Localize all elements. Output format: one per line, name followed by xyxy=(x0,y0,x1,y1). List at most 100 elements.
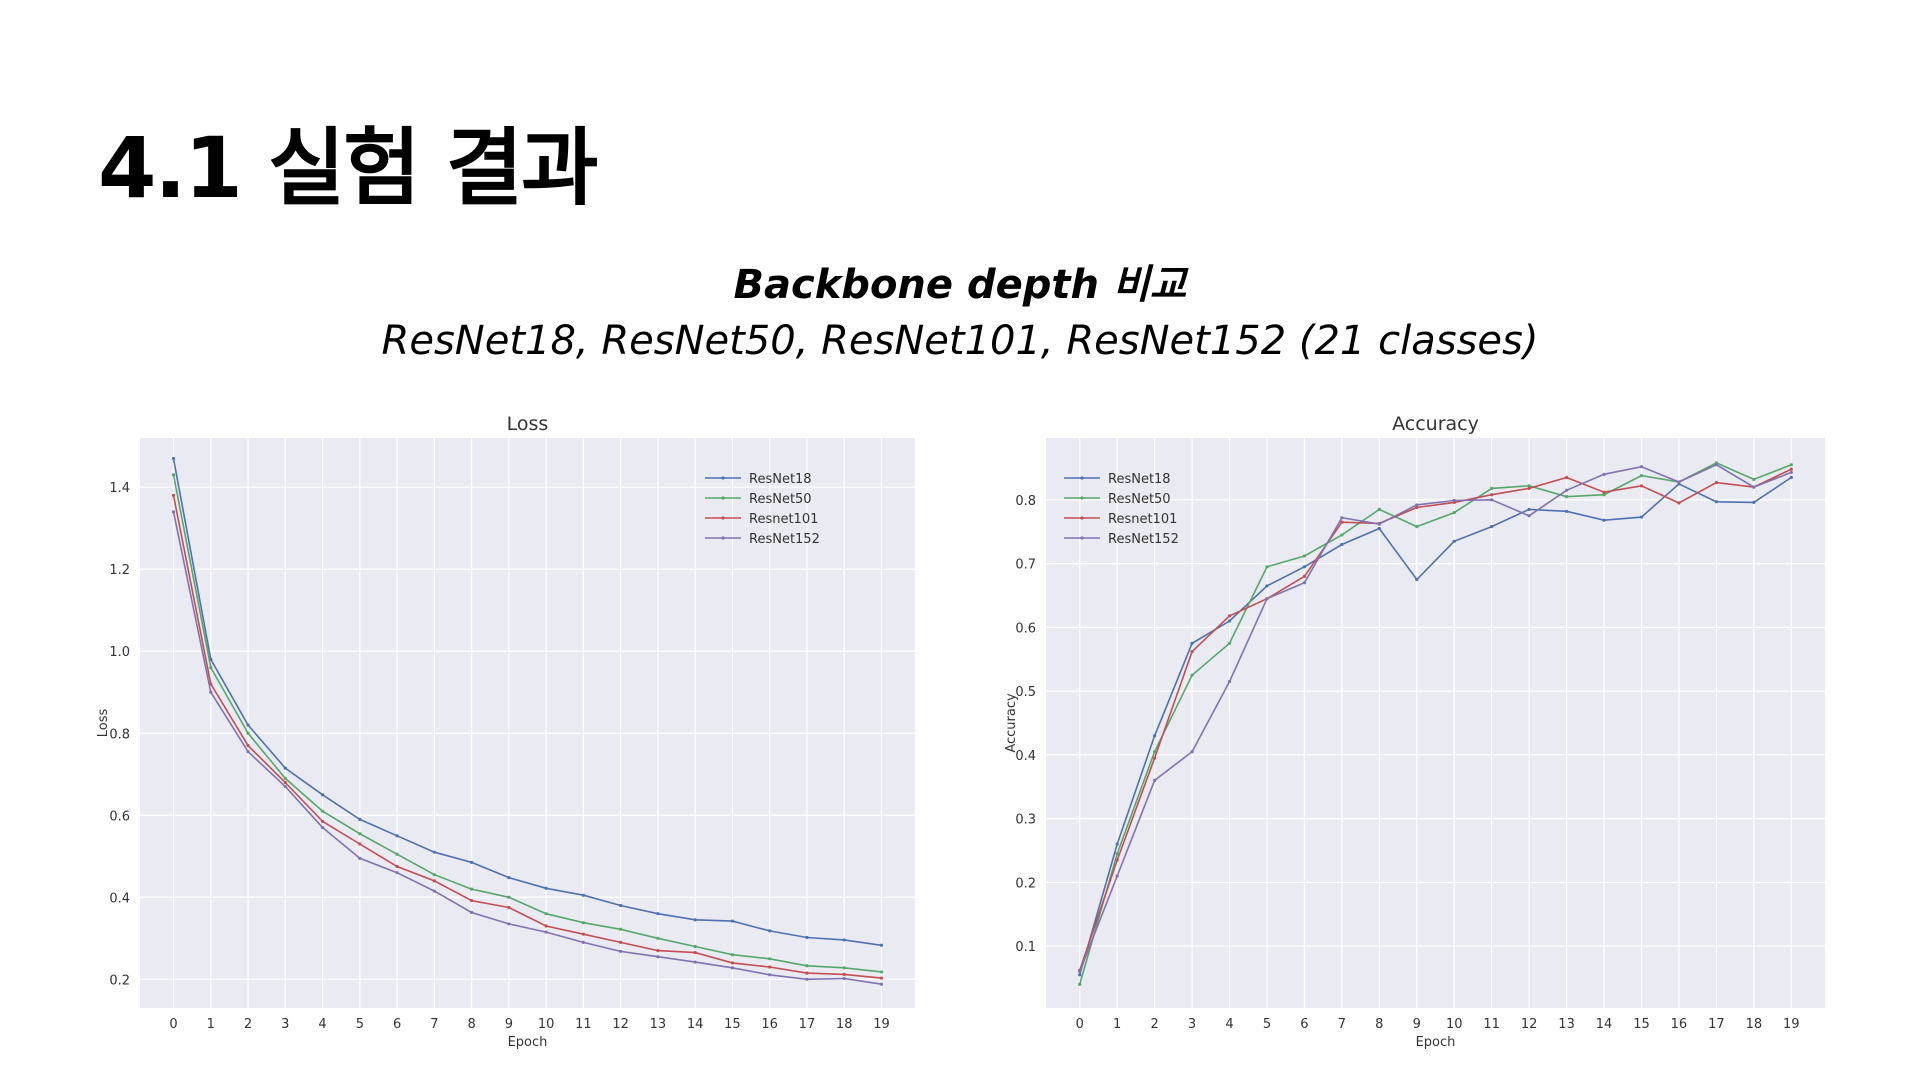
accuracy-data-point xyxy=(1340,542,1344,547)
accuracy-data-point xyxy=(1639,474,1644,478)
accuracy-xtick-label: 5 xyxy=(1263,1017,1271,1032)
loss-data-point xyxy=(768,929,772,933)
loss-data-point xyxy=(879,976,884,980)
loss-data-point xyxy=(693,944,697,949)
loss-legend-entry: ResNet50 xyxy=(749,492,812,507)
loss-data-point xyxy=(432,879,436,883)
accuracy-xtick-label: 19 xyxy=(1783,1017,1800,1032)
accuracy-data-point xyxy=(1752,500,1756,504)
loss-data-point xyxy=(805,964,809,968)
loss-data-point xyxy=(320,819,325,824)
loss-data-point xyxy=(768,957,772,961)
accuracy-xtick-label: 12 xyxy=(1521,1017,1538,1032)
loss-ytick-label: 0.8 xyxy=(109,727,130,742)
loss-data-point xyxy=(693,951,697,955)
accuracy-data-point xyxy=(1490,486,1494,490)
accuracy-data-point xyxy=(1602,490,1606,494)
loss-ytick-label: 0.4 xyxy=(109,891,130,906)
loss-data-point xyxy=(619,949,623,954)
accuracy-data-point xyxy=(1377,522,1381,526)
accuracy-data-point xyxy=(1490,493,1494,497)
accuracy-chart-svg: 0.10.20.30.40.50.60.70.80 1 2 3 4 5 6 7 8 9 10 11 12… xyxy=(1004,413,1825,1050)
accuracy-data-point xyxy=(1714,481,1718,485)
accuracy-data-point xyxy=(1153,778,1157,782)
accuracy-data-point xyxy=(1527,507,1531,512)
accuracy-data-point xyxy=(1227,614,1232,618)
accuracy-xtick-label: 17 xyxy=(1708,1017,1725,1032)
accuracy-legend-entry: ResNet50 xyxy=(1108,492,1171,507)
accuracy-data-point xyxy=(1527,514,1531,518)
loss-data-point xyxy=(544,912,548,916)
loss-data-point xyxy=(730,961,735,965)
loss-ytick-label: 0.6 xyxy=(109,809,130,824)
accuracy-data-point xyxy=(1115,852,1119,856)
accuracy-data-point xyxy=(1415,503,1419,507)
loss-xtick-label: 15 xyxy=(724,1017,741,1032)
loss-series-line-resnet50 xyxy=(172,474,882,973)
accuracy-data-point xyxy=(1789,470,1793,475)
accuracy-xtick-label: 9 xyxy=(1413,1017,1421,1032)
loss-data-point xyxy=(507,895,511,899)
loss-data-point xyxy=(805,977,809,981)
accuracy-ytick-label: 0.5 xyxy=(1015,685,1036,700)
loss-data-point xyxy=(581,921,585,925)
accuracy-xtick-label: 3 xyxy=(1188,1017,1196,1032)
loss-data-point xyxy=(693,960,697,964)
loss-data-point xyxy=(470,860,474,865)
loss-data-point xyxy=(544,886,548,890)
accuracy-data-point xyxy=(1639,465,1644,469)
loss-ytick-label: 1.4 xyxy=(109,481,130,496)
loss-legend-marker xyxy=(721,516,725,520)
accuracy-ytick-label: 0.7 xyxy=(1015,558,1036,573)
accuracy-data-point xyxy=(1677,501,1681,505)
accuracy-data-point xyxy=(1377,507,1381,512)
loss-xtick-label: 14 xyxy=(687,1017,704,1032)
loss-data-point xyxy=(432,873,436,877)
accuracy-data-point xyxy=(1752,477,1756,482)
loss-xtick-label: 6 xyxy=(393,1017,401,1032)
loss-data-point xyxy=(507,905,511,910)
accuracy-data-point xyxy=(1789,475,1793,480)
loss-legend-entry: ResNet152 xyxy=(749,532,820,547)
loss-legend-entry: Resnet101 xyxy=(749,512,818,527)
loss-chart: 0.2 0.4 0.6 0.8 1.0 1.2 1.4 0 1 2 3 4 5 6 7 8 9 10 11 12 13 1… xyxy=(90,408,930,1062)
loss-data-point xyxy=(320,809,325,813)
loss-data-point xyxy=(842,976,846,981)
accuracy-data-point xyxy=(1265,565,1269,569)
loss-data-point xyxy=(209,666,213,670)
loss-chart-svg: 0.20.40.60.81.01.21.40 1 2 3 4 5 6 7 8 9 10 11 12 13 1… xyxy=(96,413,915,1050)
loss-data-point xyxy=(730,966,735,970)
accuracy-data-point xyxy=(1639,515,1644,519)
accuracy-series-line-resnet152 xyxy=(1078,463,1792,972)
loss-data-point xyxy=(283,780,287,785)
accuracy-data-point xyxy=(1265,584,1269,588)
loss-y-axis-label: Loss xyxy=(96,709,111,738)
loss-data-point xyxy=(842,966,846,970)
loss-data-point xyxy=(470,910,474,915)
loss-data-point xyxy=(470,898,474,903)
accuracy-xtick-label: 16 xyxy=(1671,1017,1688,1032)
accuracy-data-point xyxy=(1190,641,1194,645)
loss-data-point xyxy=(693,918,697,922)
loss-data-point xyxy=(507,922,511,926)
loss-series-line-resnet101 xyxy=(172,495,882,979)
loss-data-point xyxy=(283,784,287,789)
accuracy-data-point xyxy=(1602,518,1606,522)
accuracy-legend-marker xyxy=(1080,516,1084,520)
accuracy-data-point xyxy=(1115,858,1119,862)
accuracy-data-point xyxy=(1789,463,1793,467)
accuracy-ytick-label: 0.3 xyxy=(1015,813,1036,828)
loss-data-point xyxy=(805,971,809,975)
accuracy-data-point xyxy=(1602,472,1606,476)
accuracy-series-line-resnet18 xyxy=(1078,476,1792,976)
loss-data-point xyxy=(656,948,660,953)
accuracy-data-point xyxy=(1302,565,1307,569)
loss-data-point xyxy=(320,793,325,797)
loss-data-point xyxy=(656,912,660,916)
subtitle-main: Backbone depth 비교 xyxy=(733,262,1187,308)
accuracy-xtick-label: 11 xyxy=(1483,1017,1500,1032)
accuracy-ytick-label: 0.4 xyxy=(1015,749,1036,764)
loss-data-point xyxy=(879,943,884,947)
loss-ytick-label: 1.2 xyxy=(109,563,130,578)
